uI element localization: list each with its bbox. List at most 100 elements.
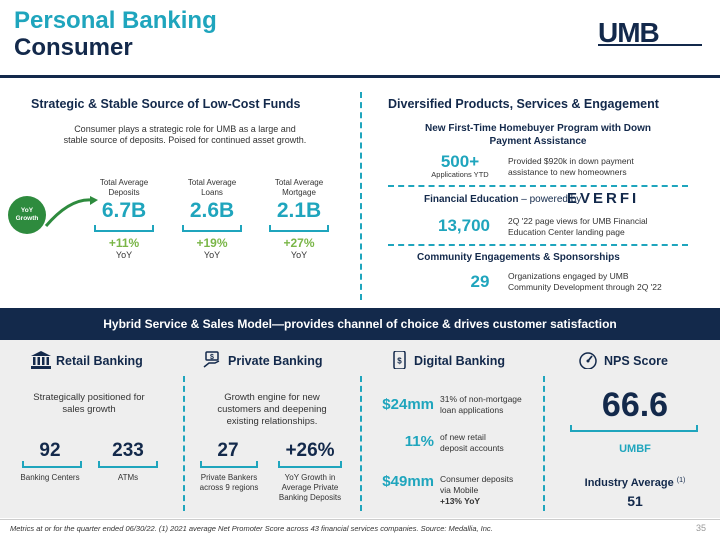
metric-loans-label: Total Average Loans bbox=[175, 178, 249, 198]
footer-divider bbox=[0, 519, 720, 520]
private-stat2-label-line1: YoY Growth in bbox=[284, 473, 336, 482]
metric-loans-value: 2.6B bbox=[189, 199, 235, 222]
private-desc-line3: existing relationships. bbox=[226, 416, 318, 427]
fin-ed-value: 13,700 bbox=[438, 216, 490, 235]
private-stat2-label: YoY Growth in Average Private Banking De… bbox=[268, 473, 352, 503]
retail-description: Strategically positioned for sales growt… bbox=[14, 392, 164, 416]
private-desc-line2: customers and deepening bbox=[217, 404, 327, 415]
digital-stat1-value: $24mm bbox=[382, 396, 434, 413]
private-digital-divider bbox=[360, 376, 362, 511]
digital-stat2-desc-line1: of new retail bbox=[440, 432, 486, 442]
metric-deposits-value: 6.7B bbox=[101, 199, 147, 222]
homebuyer-value-sub: Applications YTD bbox=[431, 170, 489, 179]
retail-desc-line2: sales growth bbox=[62, 404, 116, 415]
homebuyer-desc-line2: assistance to new homeowners bbox=[508, 167, 627, 177]
metric-mortgage-label: Total Average Mortgage bbox=[262, 178, 336, 198]
community-description: Organizations engaged by UMB Community D… bbox=[508, 271, 662, 293]
nps-label: UMBF bbox=[619, 443, 651, 455]
homebuyer-divider bbox=[388, 185, 688, 187]
private-desc-line1: Growth engine for new bbox=[224, 392, 320, 403]
svg-text:$: $ bbox=[397, 357, 402, 366]
industry-average-label: Industry Average bbox=[584, 477, 674, 489]
funds-description-line1: Consumer plays a strategic role for UMB … bbox=[74, 124, 296, 134]
fin-ed-desc-line2: Education Center landing page bbox=[508, 227, 625, 237]
metric-loans-yoy: YoY bbox=[203, 250, 221, 260]
metric-deposits-bracket bbox=[94, 225, 154, 232]
nps-bracket bbox=[570, 425, 698, 432]
metric-mortgage-label-line1: Total Average bbox=[274, 178, 324, 187]
svg-text:$: $ bbox=[210, 354, 214, 361]
page-number: 35 bbox=[696, 523, 707, 533]
private-stat1-label: Private Bankers across 9 regions bbox=[190, 473, 268, 493]
private-stat2-label-line2: Average Private bbox=[281, 483, 339, 492]
private-stat1-label-line1: Private Bankers bbox=[200, 473, 258, 482]
page-title: Personal Banking bbox=[14, 7, 217, 34]
metric-loans-label-line1: Total Average bbox=[187, 178, 237, 187]
metric-deposits-yoy: YoY bbox=[115, 250, 133, 260]
funds-section-title: Strategic & Stable Source of Low-Cost Fu… bbox=[31, 97, 301, 111]
digital-stat3-value: $49mm bbox=[382, 473, 434, 490]
funds-description: Consumer plays a strategic role for UMB … bbox=[40, 124, 330, 146]
growth-arrow-icon bbox=[44, 196, 98, 227]
metric-mortgage-yoy: YoY bbox=[290, 250, 308, 260]
community-title: Community Engagements & Sponsorships bbox=[417, 252, 620, 263]
hybrid-model-text: Hybrid Service & Sales Model—provides ch… bbox=[103, 317, 617, 331]
community-desc-line1: Organizations engaged by UMB bbox=[508, 271, 629, 281]
digital-stat3-desc-line1: Consumer deposits bbox=[440, 474, 514, 484]
industry-average-value: 51 bbox=[627, 493, 643, 509]
digital-stat2-value: 11% bbox=[404, 433, 434, 450]
retail-stat2-bracket bbox=[98, 461, 158, 468]
industry-average: Industry Average (1) bbox=[560, 477, 710, 489]
digital-stat2-desc-line2: deposit accounts bbox=[440, 443, 504, 453]
retail-title: Retail Banking bbox=[56, 354, 143, 368]
metric-deposits-label-line1: Total Average bbox=[99, 178, 149, 187]
private-stat1-value: 27 bbox=[217, 440, 239, 461]
metric-deposits-growth: +11% bbox=[108, 236, 140, 250]
community-desc-line2: Community Development through 2Q '22 bbox=[508, 282, 662, 292]
private-stat1-label-line2: across 9 regions bbox=[199, 483, 259, 492]
metric-mortgage-growth: +27% bbox=[283, 236, 315, 250]
homebuyer-desc-line1: Provided $920k in down payment bbox=[508, 156, 634, 166]
yoy-badge-line1: YoY bbox=[20, 207, 34, 214]
umb-logo-text: UMB bbox=[598, 18, 659, 48]
retail-stat1-label: Banking Centers bbox=[20, 473, 80, 482]
yoy-growth-badge: YoY Growth bbox=[8, 196, 46, 234]
metric-deposits-label-line2: Deposits bbox=[108, 188, 140, 197]
gauge-icon bbox=[579, 352, 597, 369]
retail-stat1-bracket bbox=[22, 461, 82, 468]
metric-loans-label-line2: Loans bbox=[201, 188, 223, 197]
digital-nps-divider bbox=[543, 376, 545, 511]
retail-desc-line1: Strategically positioned for bbox=[33, 392, 145, 403]
digital-stat1-desc-line1: 31% of non-mortgage bbox=[440, 394, 522, 404]
metric-mortgage-value: 2.1B bbox=[276, 199, 322, 222]
yoy-badge-line2: Growth bbox=[15, 215, 39, 222]
footer-note: Metrics at or for the quarter ended 06/3… bbox=[10, 524, 493, 533]
private-description: Growth engine for new customers and deep… bbox=[192, 392, 352, 428]
retail-private-divider bbox=[183, 376, 185, 511]
fin-ed-title: Financial Education bbox=[424, 194, 519, 205]
everfi-logo: EVERFI bbox=[567, 190, 640, 207]
digital-stat3-desc-line2: via Mobile bbox=[440, 485, 479, 495]
umb-logo: UMB bbox=[598, 18, 702, 48]
mobile-phone-icon: $ bbox=[393, 351, 406, 369]
private-title: Private Banking bbox=[228, 354, 323, 368]
homebuyer-description: Provided $920k in down payment assistanc… bbox=[508, 156, 634, 178]
hybrid-model-band bbox=[0, 308, 720, 340]
digital-stat2-description: of new retail deposit accounts bbox=[440, 432, 504, 454]
digital-stat3-desc-line3: +13% YoY bbox=[440, 496, 481, 506]
funds-description-line2: stable source of deposits. Poised for co… bbox=[63, 135, 307, 145]
fin-ed-desc-line1: 2Q '22 page views for UMB Financial bbox=[508, 216, 648, 226]
private-stat2-value: +26% bbox=[285, 440, 335, 461]
fin-ed-description: 2Q '22 page views for UMB Financial Educ… bbox=[508, 216, 648, 238]
private-stat1-bracket bbox=[200, 461, 258, 468]
metric-mortgage-label-line2: Mortgage bbox=[282, 188, 316, 197]
digital-stat1-desc-line2: loan applications bbox=[440, 405, 504, 415]
digital-title: Digital Banking bbox=[414, 354, 505, 368]
fin-ed-powered: – powered by bbox=[521, 194, 582, 205]
money-hand-icon: $ bbox=[203, 351, 220, 368]
fin-ed-divider bbox=[388, 244, 688, 246]
top-section-divider bbox=[360, 92, 362, 300]
metric-loans-bracket bbox=[182, 225, 242, 232]
retail-stat2-label: ATMs bbox=[117, 473, 139, 482]
homebuyer-title-line1: New First-Time Homebuyer Program with Do… bbox=[425, 123, 651, 134]
